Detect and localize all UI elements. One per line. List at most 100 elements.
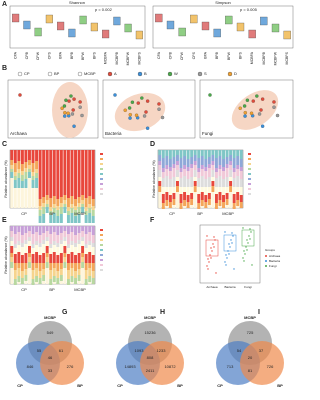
legend-label: BP bbox=[54, 71, 60, 76]
point bbox=[67, 99, 71, 103]
box bbox=[283, 30, 291, 40]
bar-segment bbox=[161, 150, 165, 158]
bar-segment bbox=[77, 197, 81, 203]
bar-segment bbox=[10, 150, 14, 160]
bar-segment bbox=[35, 232, 39, 241]
bar-segment bbox=[168, 159, 172, 167]
bar-segment bbox=[183, 165, 187, 169]
point bbox=[210, 257, 212, 259]
bar-segment bbox=[31, 279, 35, 285]
point bbox=[69, 94, 73, 98]
bar-segment bbox=[229, 150, 233, 155]
bar-segment bbox=[176, 181, 179, 186]
point bbox=[242, 257, 244, 259]
legend-label: MCBP bbox=[84, 71, 96, 76]
bar-segment bbox=[59, 203, 63, 207]
bar-segment bbox=[165, 156, 169, 165]
bar-segment bbox=[20, 263, 24, 271]
bar-segment bbox=[20, 247, 24, 255]
bar-segment bbox=[31, 180, 35, 188]
bar-segment bbox=[70, 282, 74, 284]
bar-segment bbox=[77, 275, 81, 281]
point bbox=[213, 246, 215, 248]
bar-segment bbox=[193, 161, 197, 165]
bar-segment bbox=[211, 161, 215, 165]
legend-label: Bacteria bbox=[269, 259, 280, 263]
panel-letter: G bbox=[62, 309, 68, 316]
bar-segment bbox=[161, 187, 165, 194]
bar-segment bbox=[200, 156, 204, 165]
bar-segment bbox=[190, 187, 194, 193]
bar-segment bbox=[63, 150, 67, 195]
bar-segment bbox=[35, 161, 39, 169]
cluster bbox=[231, 90, 279, 130]
bar-segment bbox=[236, 206, 240, 208]
bar-segment bbox=[197, 158, 201, 168]
bar-segment bbox=[24, 179, 28, 188]
bar-segment bbox=[45, 268, 49, 284]
bar-segment bbox=[20, 181, 24, 188]
bar-segment bbox=[45, 207, 49, 213]
bar-segment bbox=[66, 254, 70, 263]
bar-segment bbox=[91, 150, 95, 199]
bar-segment bbox=[190, 177, 194, 187]
bar-segment bbox=[52, 213, 56, 223]
bar-segment bbox=[214, 178, 218, 187]
x-tick-label: CPS bbox=[192, 51, 196, 59]
bar-segment bbox=[38, 210, 42, 216]
venn-count: 549 bbox=[47, 330, 54, 335]
bar-segment bbox=[229, 170, 233, 177]
bar-segment bbox=[179, 150, 183, 158]
x-tick-label: MCBPW bbox=[273, 51, 277, 65]
bar-segment bbox=[81, 200, 85, 204]
point bbox=[248, 235, 250, 237]
bar-segment bbox=[172, 187, 176, 193]
bar-segment bbox=[190, 157, 194, 164]
point bbox=[227, 250, 229, 252]
bar-segment bbox=[13, 150, 17, 163]
bar-segment bbox=[42, 275, 46, 281]
bar-segment bbox=[84, 226, 88, 234]
bar-segment bbox=[84, 244, 88, 248]
bar-segment bbox=[10, 257, 14, 262]
point bbox=[228, 253, 230, 255]
bar-segment bbox=[24, 244, 28, 253]
bar-segment bbox=[207, 205, 211, 208]
bar-segment bbox=[176, 161, 179, 165]
box bbox=[213, 28, 221, 38]
bar-segment bbox=[88, 252, 92, 263]
bar-segment bbox=[17, 150, 21, 161]
point bbox=[215, 272, 217, 274]
point bbox=[211, 250, 213, 252]
bar-segment bbox=[229, 177, 233, 181]
bar-segment bbox=[77, 253, 81, 263]
bar-segment bbox=[66, 270, 70, 279]
point bbox=[272, 105, 276, 109]
bar-segment bbox=[236, 169, 240, 176]
bar-segment bbox=[183, 192, 187, 200]
bar-segment bbox=[161, 158, 165, 168]
bar-segment bbox=[183, 176, 187, 187]
bar-segment bbox=[88, 196, 92, 204]
box bbox=[223, 234, 237, 252]
bar-segment bbox=[172, 168, 176, 177]
bar-segment bbox=[190, 193, 194, 199]
bar-segment bbox=[20, 226, 24, 235]
bar-segment bbox=[20, 175, 24, 181]
bar-segment bbox=[179, 178, 183, 187]
bar-segment bbox=[200, 169, 204, 176]
bar-segment bbox=[207, 168, 211, 177]
bar-segment bbox=[91, 216, 95, 223]
subtitle: Simpson bbox=[215, 0, 231, 5]
bar-segment bbox=[45, 231, 49, 237]
point bbox=[255, 94, 259, 98]
box bbox=[79, 15, 87, 25]
box bbox=[205, 239, 219, 257]
bar-segment bbox=[81, 268, 85, 284]
bar-segment bbox=[211, 186, 215, 192]
bar-segment bbox=[204, 150, 208, 159]
bar-segment bbox=[207, 157, 211, 164]
bar-segment bbox=[70, 252, 74, 263]
bar-segment bbox=[158, 150, 162, 155]
bar-segment bbox=[186, 171, 190, 179]
